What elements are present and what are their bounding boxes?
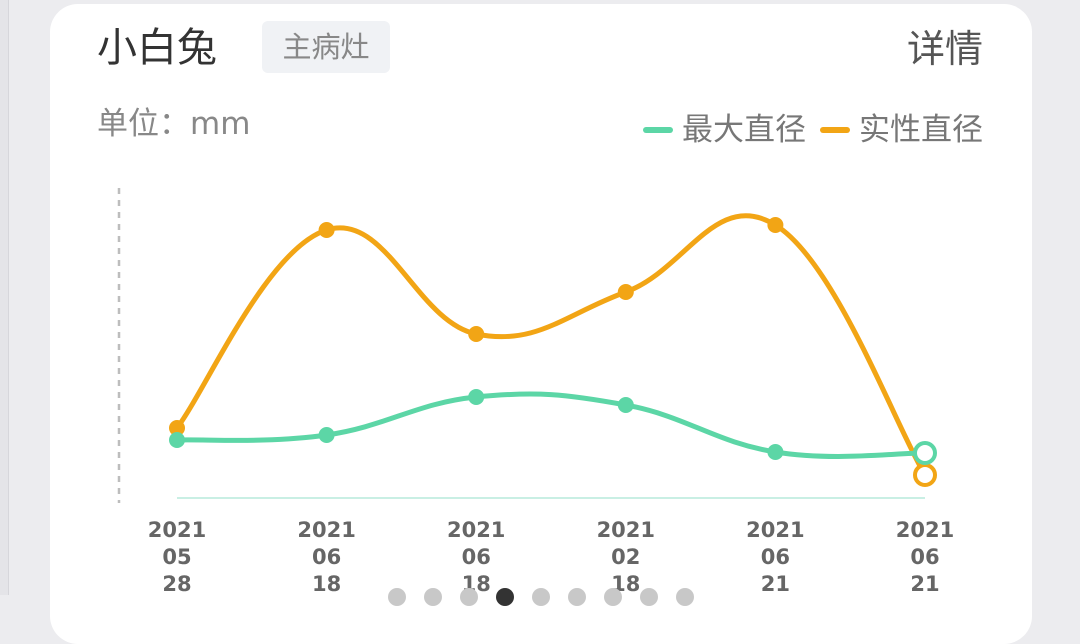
series-1-point-1 bbox=[318, 222, 335, 238]
legend-swatch-max-diameter bbox=[643, 127, 673, 133]
pager-dots bbox=[388, 588, 712, 606]
series-0-point-5 bbox=[913, 441, 937, 465]
page-title: 小白兔 bbox=[97, 25, 217, 71]
series-1-point-0 bbox=[169, 420, 185, 436]
x-tick-label-1-2: 18 bbox=[312, 572, 341, 595]
background-edge bbox=[0, 0, 9, 595]
pager-dot[interactable] bbox=[640, 588, 658, 606]
x-tick-label-4-1: 06 bbox=[761, 545, 790, 569]
x-tick-label-5-2: 21 bbox=[910, 572, 939, 595]
x-tick-label-5-0: 2021 bbox=[896, 518, 954, 542]
pager-dot[interactable] bbox=[532, 588, 550, 606]
legend-item-solid-diameter: 实性直径 bbox=[820, 110, 983, 150]
unit-label: 单位：mm bbox=[97, 106, 251, 142]
x-tick-label-5-1: 06 bbox=[910, 545, 939, 569]
line-chart: 2021052820210618202106182021021820210621… bbox=[117, 188, 954, 595]
legend-label-solid-diameter: 实性直径 bbox=[859, 112, 983, 148]
series-1-point-2 bbox=[468, 326, 485, 342]
pager-dot[interactable] bbox=[676, 588, 694, 606]
x-tick-label-4-2: 21 bbox=[761, 572, 790, 595]
detail-link[interactable]: 详情 bbox=[906, 27, 983, 71]
pager-dot[interactable] bbox=[460, 588, 478, 606]
series-1-point-5 bbox=[913, 463, 937, 487]
x-tick-label-2-1: 06 bbox=[462, 545, 491, 569]
series-0-point-1 bbox=[318, 427, 335, 443]
x-tick-label-1-0: 2021 bbox=[297, 518, 355, 542]
series-0-point-4 bbox=[767, 444, 784, 460]
series-0-point-0 bbox=[169, 432, 185, 448]
x-tick-label-2-0: 2021 bbox=[447, 518, 505, 542]
x-tick-label-0-1: 05 bbox=[162, 545, 191, 569]
pager-dot[interactable] bbox=[604, 588, 622, 606]
series-line-1 bbox=[174, 213, 928, 478]
series-0-point-3 bbox=[617, 397, 634, 413]
series-1-point-3 bbox=[617, 284, 634, 300]
x-tick-label-3-1: 02 bbox=[611, 545, 640, 569]
lesion-card bbox=[50, 4, 1032, 644]
pager-dot[interactable] bbox=[388, 588, 406, 606]
legend-item-max-diameter: 最大直径 bbox=[643, 110, 806, 150]
chart-legend: 最大直径 实性直径 bbox=[629, 110, 983, 150]
legend-label-max-diameter: 最大直径 bbox=[682, 112, 806, 148]
pager-dot[interactable] bbox=[424, 588, 442, 606]
x-tick-label-1-1: 06 bbox=[312, 545, 341, 569]
x-tick-label-0-2: 28 bbox=[162, 572, 191, 595]
legend-swatch-solid-diameter bbox=[820, 127, 850, 133]
lesion-tag: 主病灶 bbox=[262, 21, 390, 73]
pager-dot[interactable] bbox=[496, 588, 514, 606]
x-tick-label-3-0: 2021 bbox=[597, 518, 655, 542]
x-tick-label-0-0: 2021 bbox=[148, 518, 206, 542]
series-line-0 bbox=[174, 391, 928, 459]
series-0-point-2 bbox=[468, 389, 485, 405]
pager-dot[interactable] bbox=[568, 588, 586, 606]
x-tick-label-4-0: 2021 bbox=[746, 518, 804, 542]
series-1-point-4 bbox=[767, 217, 784, 233]
